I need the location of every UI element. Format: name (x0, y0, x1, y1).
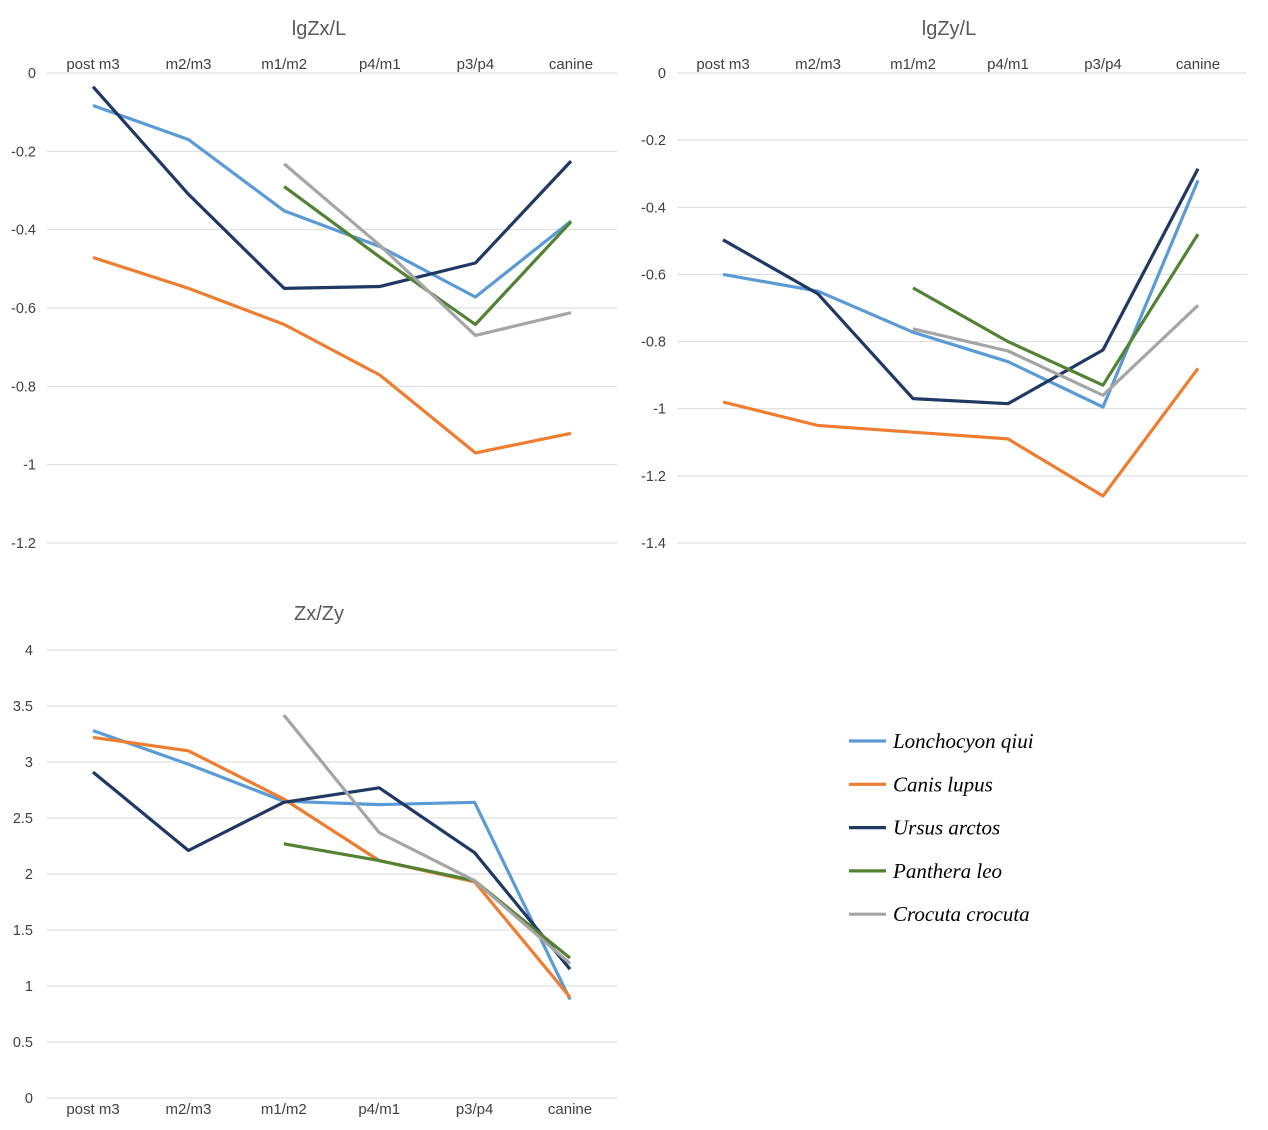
x-category-label: m1/m2 (261, 1101, 307, 1118)
y-tick-label: -1 (653, 402, 666, 418)
y-tick-label: -0.8 (11, 379, 36, 395)
y-tick-label: -0.4 (641, 200, 666, 216)
series-line-lonchocyon-qiui (92, 729, 572, 1001)
series-line-canis-lupus (92, 735, 572, 999)
y-tick-label: 0 (28, 66, 36, 82)
legend-label: Panthera leo (892, 859, 1002, 883)
y-tick-label: -0.8 (641, 335, 666, 351)
chart-title: lgZx/L (292, 18, 346, 40)
y-tick-label: -0.2 (641, 133, 666, 149)
x-category-label: post m3 (66, 1101, 119, 1118)
x-category-label: m1/m2 (890, 56, 936, 73)
y-tick-label: 0.5 (13, 1035, 33, 1051)
x-category-label: p4/m1 (987, 56, 1029, 73)
y-tick-label: -1.4 (641, 536, 666, 552)
y-tick-label: 2.5 (13, 811, 33, 827)
y-tick-label: -1 (23, 458, 36, 474)
y-tick-label: 4 (25, 643, 33, 659)
series-line-crocuta-crocuta (912, 304, 1200, 397)
series-line-lonchocyon-qiui (92, 103, 572, 299)
x-category-label: p3/p4 (456, 1101, 494, 1118)
series-line-canis-lupus (722, 367, 1200, 498)
series-line-ursus-arctos (91, 85, 573, 290)
series-line-panthera-leo (283, 842, 572, 960)
x-category-label: canine (549, 56, 593, 73)
legend-item-lonchocyon-qiui: Lonchocyon qiui (849, 729, 1034, 753)
x-category-label: post m3 (696, 56, 749, 73)
chart-title: Zx/Zy (294, 603, 344, 625)
y-tick-label: -0.6 (11, 301, 36, 317)
legend-label: Canis lupus (893, 772, 993, 796)
series-line-ursus-arctos (722, 167, 1200, 406)
y-tick-label: 2 (25, 867, 33, 883)
x-category-label: p4/m1 (358, 1101, 400, 1118)
legend: Lonchocyon qiui Canis lupus Ursus arctos Pa… (849, 729, 1034, 926)
y-tick-label: 1 (25, 979, 33, 995)
x-category-label: m2/m3 (166, 56, 212, 73)
legend-item-ursus-arctos: Ursus arctos (849, 816, 1000, 840)
legend-label: Crocuta crocuta (893, 902, 1030, 926)
y-tick-label: -1.2 (11, 536, 36, 552)
series-line-crocuta-crocuta (283, 162, 572, 337)
y-tick-label: 3.5 (13, 699, 33, 715)
legend-label: Ursus arctos (893, 816, 1000, 840)
series-line-panthera-leo (912, 233, 1200, 387)
y-tick-label: -0.4 (11, 223, 36, 239)
x-category-label: p3/p4 (1084, 56, 1122, 73)
x-category-label: p3/p4 (457, 56, 495, 73)
y-tick-label: -0.6 (641, 267, 666, 283)
y-tick-label: 1.5 (13, 923, 33, 939)
x-category-label: m2/m3 (795, 56, 841, 73)
x-category-label: p4/m1 (359, 56, 401, 73)
series-line-ursus-arctos (91, 770, 572, 971)
y-tick-label: -0.2 (11, 144, 36, 160)
x-category-label: m2/m3 (165, 1101, 211, 1118)
series-line-lonchocyon-qiui (722, 179, 1200, 409)
y-tick-label: 0 (658, 66, 666, 82)
chart-lgzy-l: lgZy/L 0 -0.2 -0.4 -0.6 -0.8 -1 -1.2 -1.4 post m3… (641, 18, 1247, 552)
x-category-label: canine (1176, 56, 1220, 73)
x-category-label: post m3 (66, 56, 119, 73)
x-category-label: m1/m2 (261, 56, 307, 73)
legend-item-panthera-leo: Panthera leo (849, 859, 1002, 883)
series-line-canis-lupus (92, 255, 572, 455)
y-tick-label: 0 (25, 1091, 33, 1107)
legend-item-crocuta-crocuta: Crocuta crocuta (849, 902, 1030, 926)
y-tick-label: -1.2 (641, 469, 666, 485)
y-tick-label: 3 (25, 755, 33, 771)
chart-lgzx-l: lgZx/L 0 -0.2 -0.4 -0.6 -0.8 -1 -1.2 post m3 m2/m… (11, 18, 617, 552)
legend-label: Lonchocyon qiui (892, 729, 1034, 753)
series-line-crocuta-crocuta (282, 713, 572, 965)
chart-zx-zy: Zx/Zy 0 0.5 1 1.5 2 2.5 3 3.5 4 post m3 m2/m3 m1/m2 p… (13, 603, 617, 1118)
legend-item-canis-lupus: Canis lupus (849, 772, 993, 796)
chart-title: lgZy/L (922, 18, 976, 40)
x-category-label: canine (548, 1101, 592, 1118)
